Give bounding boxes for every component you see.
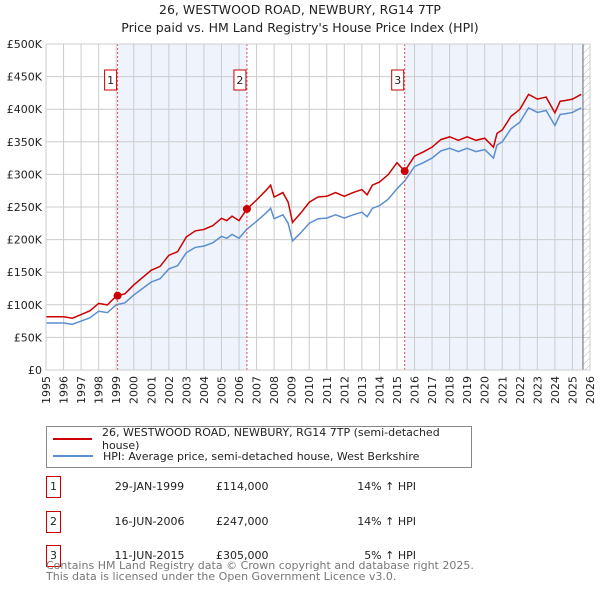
chart-subtitle: Price paid vs. HM Land Registry's House … — [121, 20, 479, 35]
y-tick-label: £200K — [7, 234, 43, 247]
legend-item-property: 26, WESTWOOD ROAD, NEWBURY, RG14 7TP (se… — [53, 426, 471, 452]
x-tick-label: 2015 — [391, 376, 404, 404]
x-tick-label: 2013 — [356, 376, 369, 404]
sale-date: 16-JUN-2006 — [114, 514, 185, 528]
x-tick-label: 2010 — [303, 376, 316, 404]
x-tick-label: 2003 — [180, 376, 193, 404]
x-tick-label: 2002 — [163, 376, 176, 404]
footer-line: Contains HM Land Registry data © Crown c… — [46, 559, 474, 572]
x-tick-label: 1996 — [58, 376, 71, 404]
x-tick-label: 1995 — [40, 376, 53, 404]
x-tick-label: 2017 — [426, 376, 439, 404]
x-tick-label: 2000 — [128, 376, 141, 404]
x-tick-label: 2023 — [531, 376, 544, 404]
y-tick-label: £0 — [28, 364, 42, 377]
y-tick-label: £100K — [7, 299, 43, 312]
x-tick-label: 1999 — [110, 376, 123, 404]
x-tick-label: 2001 — [145, 376, 158, 404]
sale-point — [242, 204, 251, 213]
sale-price: £247,000 — [216, 514, 269, 528]
x-tick-label: 2019 — [461, 376, 474, 404]
sale-badge: 1 — [46, 476, 61, 498]
x-tick-label: 2024 — [549, 376, 562, 404]
chart-title: 26, WESTWOOD ROAD, NEWBURY, RG14 7TP — [159, 2, 441, 17]
price-chart: 1995 1996 1997 1998 1999 2000 2001 2002 2003 2004… — [7, 38, 597, 404]
x-tick-label: 2011 — [321, 376, 334, 404]
x-tick-label: 2025 — [566, 376, 579, 404]
y-tick-label: £250K — [7, 201, 43, 214]
sale-badge: 2 — [46, 510, 61, 533]
y-tick-label: £50K — [14, 331, 43, 344]
y-tick-label: £450K — [7, 71, 43, 84]
sale-delta: 5% ↑ HPI — [364, 549, 416, 562]
footer-line: This data is licensed under the Open Gov… — [46, 570, 397, 583]
sale-date: 11-JUN-2015 — [114, 549, 185, 562]
sale-delta: 14% ↑ HPI — [357, 480, 416, 493]
x-tick-label: 2022 — [514, 376, 527, 404]
x-tick-label: 1998 — [93, 376, 106, 404]
x-tick-label: 1997 — [75, 376, 88, 404]
hpi-line — [46, 106, 582, 326]
x-tick-label: 2016 — [409, 376, 422, 404]
legend-item-hpi: HPI: Average price, semi-detached house,… — [53, 449, 419, 463]
sale-price: £114,000 — [216, 480, 269, 493]
x-tick-label: 2006 — [233, 376, 246, 404]
legend: 26, WESTWOOD ROAD, NEWBURY, RG14 7TP (se… — [46, 426, 472, 468]
x-tick-label: 2026 — [584, 376, 597, 404]
x-tick-label: 2009 — [286, 376, 299, 404]
y-tick-label: £400K — [7, 103, 43, 116]
x-tick-label: 2014 — [373, 376, 386, 404]
x-tick-label: 2008 — [268, 376, 281, 404]
x-tick-label: 2020 — [479, 376, 492, 404]
y-tick-label: £500K — [7, 38, 43, 51]
x-tick-label: 2018 — [444, 376, 457, 404]
sale-label: 2 — [236, 74, 243, 87]
property-line — [46, 93, 582, 319]
x-tick-label: 2004 — [198, 376, 211, 404]
footer: Contains HM Land Registry data © Crown c… — [46, 560, 474, 582]
sale-label-box — [391, 69, 405, 91]
x-tick-label: 2007 — [251, 376, 264, 404]
x-tick-label: 2021 — [496, 376, 509, 404]
sale-delta: 14% ↑ HPI — [357, 514, 416, 528]
y-tick-label: £350K — [7, 136, 43, 149]
x-tick-label: 2005 — [215, 376, 228, 404]
sale-label-box — [233, 69, 247, 91]
sale-label: 1 — [107, 74, 114, 87]
y-tick-label: £150K — [7, 266, 43, 279]
sale-point — [113, 291, 122, 300]
x-tick-label: 2012 — [338, 376, 351, 404]
plot-border — [45, 43, 591, 371]
sale-label-box — [104, 69, 118, 91]
y-tick-label: £300K — [7, 168, 43, 181]
sale-badge: 3 — [46, 545, 61, 567]
sale-price: £305,000 — [216, 549, 269, 562]
legend-label: 26, WESTWOOD ROAD, NEWBURY, RG14 7TP (se… — [101, 426, 440, 452]
legend-label: HPI: Average price, semi-detached house,… — [103, 449, 420, 463]
sale-date: 29-JAN-1999 — [114, 480, 185, 493]
sale-label: 3 — [394, 74, 401, 87]
sale-point — [400, 167, 409, 176]
